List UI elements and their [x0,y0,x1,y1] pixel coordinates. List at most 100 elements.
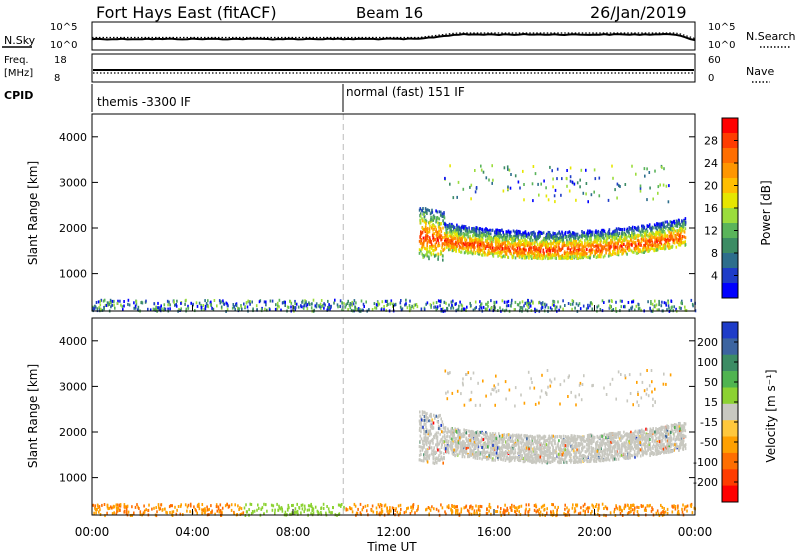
near-range-mark [118,504,120,508]
far-range-mark [566,184,568,188]
echo-mark [599,251,601,255]
echo-mark [641,224,644,228]
near-range-mark [552,503,554,507]
echo-mark [560,235,563,239]
near-range-mark [375,306,378,310]
echo-mark [616,234,618,238]
near-range-mark [157,505,160,509]
echo-mark [526,251,529,255]
echo-mark [475,226,477,230]
echo-mark [639,230,642,234]
echo-mark [466,228,469,232]
echo-mark [557,252,560,256]
echo-mark [455,241,458,245]
echo-mark [558,239,561,243]
near-range-mark [532,301,534,305]
near-range-mark [204,511,206,515]
near-range-mark [99,508,101,512]
near-range-mark [212,307,215,311]
echo-mark [424,440,427,444]
near-range-mark [577,303,580,307]
cpid-label: CPID [4,89,33,102]
echo-mark [485,245,488,249]
near-range-mark [393,303,396,307]
echo-mark [537,251,539,255]
ytick-label: 2000 [59,222,87,235]
near-range-mark [155,307,158,311]
freq-tick-bottom: 8 [54,73,60,84]
near-range-mark [656,509,659,513]
far-range-mark [566,177,568,181]
near-range-mark [353,299,356,303]
near-range-mark [293,512,296,515]
echo-mark [645,230,647,234]
near-range-mark [139,510,142,514]
echo-mark [577,243,579,247]
echo-mark [594,251,597,255]
near-range-mark [504,503,506,507]
near-range-mark [476,512,478,515]
echo-mark [450,227,453,231]
echo-mark [680,229,683,233]
far-range-mark [579,185,581,189]
echo-mark [655,446,657,450]
near-range-mark [514,510,517,514]
near-range-mark [204,307,207,311]
echo-mark [471,252,474,256]
echo-mark [432,218,435,222]
echo-mark [670,231,673,235]
echo-mark [607,248,609,252]
echo-mark [437,231,440,235]
echo-mark [420,238,423,242]
echo-mark [424,220,426,224]
echo-mark [466,249,468,253]
echo-mark [655,233,657,236]
near-range-mark [339,299,342,303]
near-range-mark [469,505,471,508]
echo-mark [559,238,562,242]
echo-mark [597,246,600,250]
echo-mark [665,240,668,244]
echo-mark [447,441,449,445]
echo-mark [633,452,636,456]
near-range-mark [300,511,302,515]
echo-mark [617,241,619,245]
echo-mark [539,233,541,237]
near-range-mark [550,511,553,515]
echo-mark [597,233,599,237]
near-range-mark [322,303,324,307]
near-range-mark [461,307,463,311]
echo-mark [531,250,533,254]
echo-mark [623,238,626,242]
near-range-mark [651,506,653,510]
echo-mark [481,235,484,239]
near-range-mark [381,300,384,304]
echo-mark [540,240,543,244]
near-range-mark [173,299,175,303]
near-range-mark [362,302,365,306]
echo-mark [577,237,579,241]
near-range-mark [486,302,488,306]
echo-mark [423,211,425,215]
near-range-mark [157,306,159,310]
echo-mark [683,221,685,225]
echo-mark [427,250,430,254]
near-range-mark [284,300,286,304]
echo-mark [561,230,563,234]
near-range-mark [250,503,253,506]
near-range-mark [608,299,611,303]
near-range-mark [237,504,239,508]
near-range-mark [640,308,642,312]
near-range-mark [289,512,291,516]
echo-mark [445,240,447,243]
echo-mark [608,236,610,240]
near-range-mark [301,507,304,511]
colorbar-swatch [722,163,738,179]
echo-mark [450,235,452,239]
near-range-mark [357,507,359,511]
echo-mark [650,238,653,242]
near-range-mark [396,510,399,514]
near-range-mark [362,308,364,312]
echo-mark [670,236,672,240]
echo-mark [675,219,678,223]
